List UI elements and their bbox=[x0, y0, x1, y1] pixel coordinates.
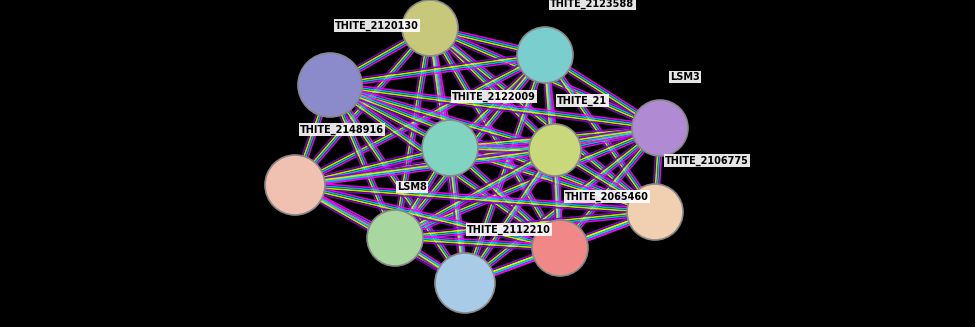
Text: THITE_2065460: THITE_2065460 bbox=[565, 192, 649, 202]
Ellipse shape bbox=[529, 124, 581, 176]
Text: THITE_2123588: THITE_2123588 bbox=[550, 0, 634, 9]
Text: LSM3: LSM3 bbox=[670, 72, 700, 82]
Text: THITE_21: THITE_21 bbox=[557, 96, 607, 106]
Text: THITE_2112210: THITE_2112210 bbox=[467, 225, 551, 235]
Text: THITE_2106775: THITE_2106775 bbox=[665, 156, 749, 166]
Ellipse shape bbox=[627, 184, 683, 240]
Ellipse shape bbox=[422, 120, 478, 176]
Ellipse shape bbox=[265, 155, 325, 215]
Ellipse shape bbox=[402, 0, 458, 56]
Ellipse shape bbox=[298, 53, 362, 117]
Text: LSM8: LSM8 bbox=[397, 182, 427, 192]
Ellipse shape bbox=[367, 210, 423, 266]
Text: THITE_2120130: THITE_2120130 bbox=[335, 21, 419, 31]
Text: THITE_2122009: THITE_2122009 bbox=[452, 92, 536, 102]
Ellipse shape bbox=[435, 253, 495, 313]
Ellipse shape bbox=[632, 100, 688, 156]
Ellipse shape bbox=[532, 220, 588, 276]
Ellipse shape bbox=[517, 27, 573, 83]
Text: THITE_2148916: THITE_2148916 bbox=[300, 125, 384, 135]
